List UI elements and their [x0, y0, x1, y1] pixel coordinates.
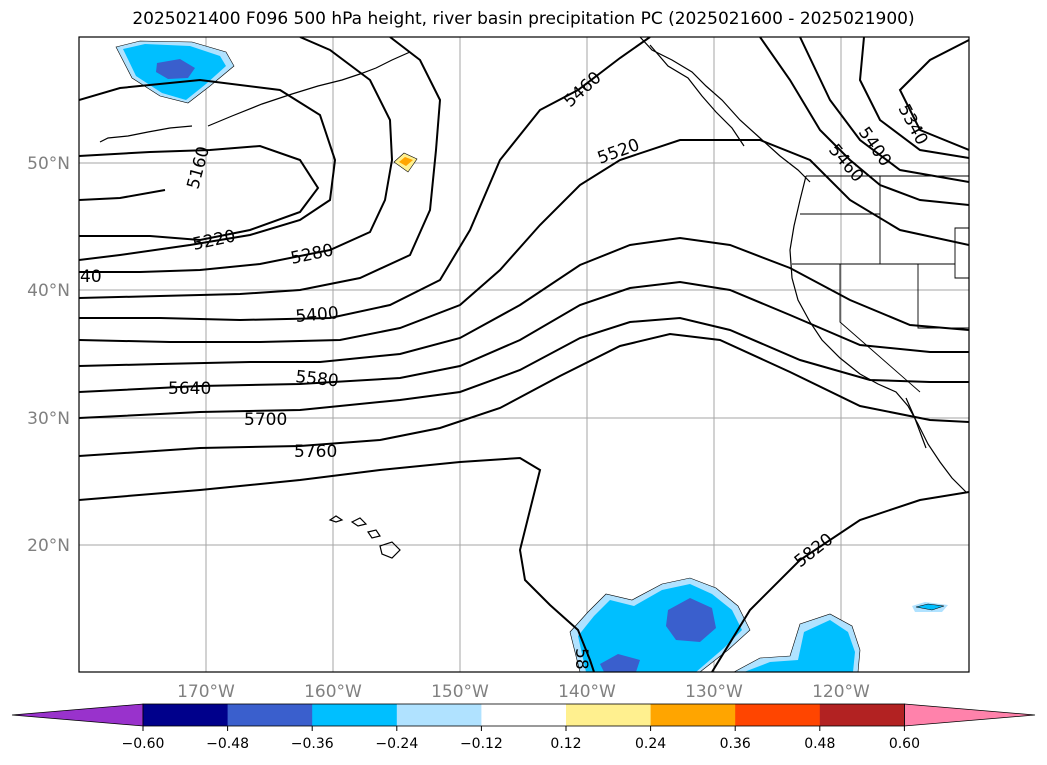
contour-5160-ring: [79, 144, 320, 242]
colorbar-bin: [396, 704, 482, 726]
contour-5400: [79, 37, 442, 299]
contour-label-5400-west: 5400: [295, 303, 340, 327]
contour-label-5340: 5340: [894, 101, 932, 149]
contour-5400-east: [799, 37, 969, 183]
colorbar-bin: [227, 704, 313, 726]
precip-anomaly-southeast-core: [744, 620, 855, 672]
coastline-baja: [905, 397, 927, 449]
contour-5280: [79, 37, 394, 273]
colorbar-bin: [650, 704, 736, 726]
precip-anomaly-baja-core: [915, 603, 945, 611]
colorbar-bin: [312, 704, 398, 726]
contour-5820: [79, 456, 595, 672]
island-hawaii-3: [367, 529, 381, 539]
lat-label-50n: 50°N: [27, 154, 70, 174]
coastline-alaska-islands: [649, 44, 745, 147]
gridlines: [79, 37, 969, 672]
colorbar-tick-label: 0.24: [635, 736, 666, 752]
lon-label-170w: 170°W: [177, 682, 235, 702]
island-hawaii-4: [379, 541, 401, 559]
contour-label-5820: 5820: [791, 530, 837, 572]
colorbar-bin: [143, 704, 229, 726]
map-title: 2025021400 F096 500 hPa height, river ba…: [132, 9, 915, 29]
colorbar-tick-label: 0.12: [550, 736, 581, 752]
contour-5340: [858, 37, 969, 159]
island-hawaii-2: [350, 517, 368, 527]
colorbar-tick-label: −0.36: [291, 736, 334, 752]
precip-anomaly-subtropical-max: [666, 598, 716, 642]
contour-label-5220: 5220: [191, 226, 237, 255]
lat-label-30n: 30°N: [27, 409, 70, 429]
contour-5700: [79, 316, 969, 419]
contour-5340b: [898, 39, 969, 151]
contour-5460: [79, 37, 651, 322]
borders: [792, 175, 969, 393]
colorbar-extend-max: [904, 703, 1036, 727]
colorbar-tick-label: 0.48: [804, 736, 835, 752]
contour-5220: [79, 78, 337, 261]
contour-label-5700: 5700: [244, 410, 287, 430]
colorbar-tick-label: −0.60: [122, 736, 165, 752]
colorbar-tick-label: −0.48: [206, 736, 249, 752]
colorbar-tick-label: −0.12: [460, 736, 503, 752]
contour-5820-east: [711, 491, 969, 672]
contour-label-5520: 5520: [595, 135, 642, 169]
lon-label-150w: 150°W: [431, 682, 489, 702]
lat-label-20n: 20°N: [27, 536, 70, 556]
contour-label-5760: 5760: [294, 442, 337, 462]
precip-shading: [115, 40, 948, 672]
coastline-kamchatka: [99, 125, 193, 143]
contour-label-5280: 5280: [289, 240, 335, 269]
colorbar-outline: [142, 703, 905, 727]
contour-5640: [79, 280, 969, 393]
coastline-aleutian-arc: [207, 51, 411, 127]
colorbar-tick-label: −0.24: [375, 736, 418, 752]
colorbar-bin: [481, 704, 567, 726]
lat-label-40n: 40°N: [27, 281, 70, 301]
contour-label-edge-40: 40: [80, 267, 102, 287]
contour-5760: [79, 332, 969, 457]
contour-label-edge-58: 58: [571, 648, 591, 670]
border-east: [917, 264, 969, 329]
coastline-alaska: [639, 37, 811, 183]
longitude-labels: 170°W 160°W 150°W 140°W 130°W 120°W: [177, 682, 870, 702]
colorbar-tick-label: 0.60: [889, 736, 920, 752]
colorbar-tick-label: 0.36: [720, 736, 751, 752]
colorbar-bin: [566, 704, 652, 726]
contour-label-5580: 5580: [294, 367, 339, 391]
lon-label-140w: 140°W: [558, 682, 616, 702]
lon-label-160w: 160°W: [304, 682, 362, 702]
island-hawaii-1: [328, 515, 344, 523]
colorbar-bin: [735, 704, 821, 726]
colorbar-bin: [819, 704, 905, 726]
lon-label-130w: 130°W: [685, 682, 743, 702]
coastline-us-west: [789, 175, 967, 493]
precip-anomaly-subtropical-max-2: [600, 654, 640, 672]
contour-5520: [79, 139, 969, 343]
height-contours: [79, 37, 969, 672]
latitude-labels: 50°N 40°N 30°N 20°N: [27, 154, 70, 556]
contour-5160: [79, 189, 166, 201]
contour-5460-east: [759, 37, 969, 206]
precip-anomaly-positive-core: [399, 157, 413, 166]
border-ca-nv: [839, 264, 921, 393]
colorbar-extend-min: [11, 703, 144, 727]
contour-label-5640: 5640: [168, 379, 211, 399]
lon-label-120w: 120°W: [812, 682, 870, 702]
colorbar: −0.60 −0.48 −0.36 −0.24 −0.12 0.12 0.24 0.36 0.4…: [11, 703, 1036, 752]
contour-5580: [79, 236, 969, 367]
map-frame: [78, 36, 970, 673]
border-inset: [954, 227, 969, 279]
coastlines: [99, 37, 967, 559]
precip-anomaly-aleutian-max: [156, 59, 195, 79]
